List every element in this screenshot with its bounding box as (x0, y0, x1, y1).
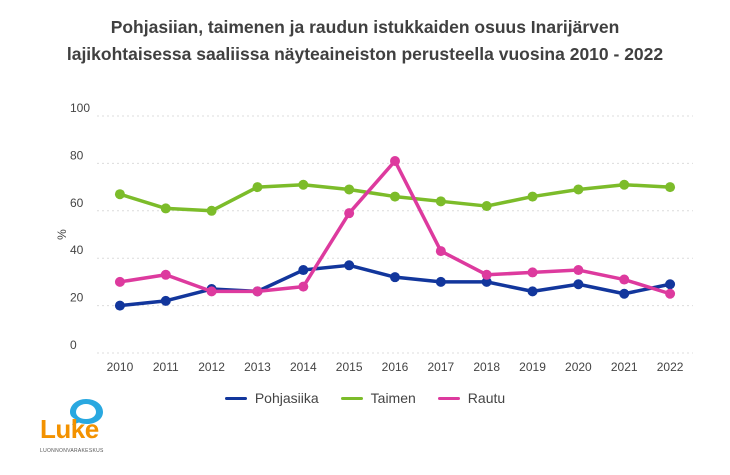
data-point (206, 205, 217, 216)
data-point (390, 156, 400, 167)
data-point (527, 267, 538, 278)
x-tick-label: 2013 (244, 360, 271, 374)
data-point (252, 182, 263, 193)
data-point (298, 281, 309, 292)
x-tick-label: 2016 (382, 360, 409, 374)
y-tick-label: 20 (70, 291, 84, 305)
y-tick-label: 60 (70, 196, 84, 210)
data-point (160, 203, 171, 214)
series-taimen (114, 179, 676, 216)
grid-lines (97, 115, 693, 354)
data-point (665, 288, 676, 299)
data-point (481, 269, 492, 280)
y-tick-label: 80 (70, 148, 84, 162)
y-axis-label: % (55, 229, 69, 240)
x-tick-label: 2018 (473, 360, 500, 374)
data-point (114, 189, 125, 200)
y-tick-label: 40 (70, 243, 84, 257)
x-tick-label: 2020 (565, 360, 592, 374)
data-point (114, 276, 125, 287)
data-point (665, 182, 676, 193)
x-tick-label: 2010 (107, 360, 134, 374)
data-point (114, 300, 125, 311)
data-point (619, 274, 630, 285)
logo-subtitle: LUONNONVARAKESKUS (40, 448, 104, 454)
data-point (206, 286, 217, 297)
x-tick-label: 2011 (153, 360, 179, 374)
legend-item: Pohjasiika (224, 390, 319, 406)
data-point (298, 265, 309, 276)
legend-label: Pohjasiika (254, 390, 319, 406)
y-tick-label: 100 (70, 101, 90, 115)
data-point (160, 295, 171, 306)
data-point (344, 208, 355, 219)
series-rautu (114, 156, 676, 299)
data-point (573, 279, 584, 290)
data-point (435, 246, 446, 257)
x-tick-label: 2022 (657, 360, 684, 374)
data-point (252, 286, 263, 297)
legend-label: Rautu (467, 390, 506, 406)
x-tick-label: 2014 (290, 360, 317, 374)
data-point (527, 191, 538, 202)
x-tick-label: 2012 (198, 360, 225, 374)
luke-logo: Luke LUONNONVARAKESKUS (38, 398, 128, 458)
speech-bubble-icon (70, 399, 103, 425)
chart-title-line-1: Pohjasiian, taimenen ja raudun istukkaid… (110, 17, 620, 37)
data-point (390, 272, 400, 283)
data-point (298, 179, 309, 190)
legend-label: Taimen (370, 390, 416, 406)
data-point (481, 276, 492, 287)
logo-wordmark: Luke (40, 414, 99, 444)
chart-legend: Pohjasiika Taimen Rautu (0, 390, 730, 406)
y-tick-labels: 0 20 40 60 80 100 (70, 101, 90, 352)
data-point (160, 269, 171, 280)
x-tick-label: 2019 (519, 360, 546, 374)
legend-swatch (224, 396, 247, 400)
legend-item: Rautu (437, 390, 506, 406)
series-lines (114, 156, 676, 311)
x-tick-label: 2015 (336, 360, 363, 374)
chart-title-line-2: lajikohtaisessa saaliissa näyteaineiston… (66, 44, 664, 64)
data-point (435, 276, 446, 287)
chart-title: Pohjasiian, taimenen ja raudun istukkaid… (0, 14, 730, 68)
data-point (619, 179, 630, 190)
legend-swatch (340, 396, 363, 400)
data-point (665, 279, 676, 290)
data-point (573, 184, 584, 195)
legend-item: Taimen (340, 390, 416, 406)
data-point (435, 196, 446, 207)
data-point (390, 191, 400, 202)
data-point (573, 265, 584, 276)
data-point (344, 184, 355, 195)
x-tick-labels: 2010 2011 2012 2013 2014 2015 2016 2017 2018 2019… (107, 360, 684, 374)
data-point (481, 201, 492, 212)
legend-swatch (437, 396, 460, 400)
y-tick-label: 0 (70, 338, 77, 352)
x-tick-label: 2021 (611, 360, 638, 374)
data-point (619, 288, 630, 299)
data-point (527, 286, 538, 297)
x-tick-label: 2017 (427, 360, 454, 374)
data-point (344, 260, 355, 271)
